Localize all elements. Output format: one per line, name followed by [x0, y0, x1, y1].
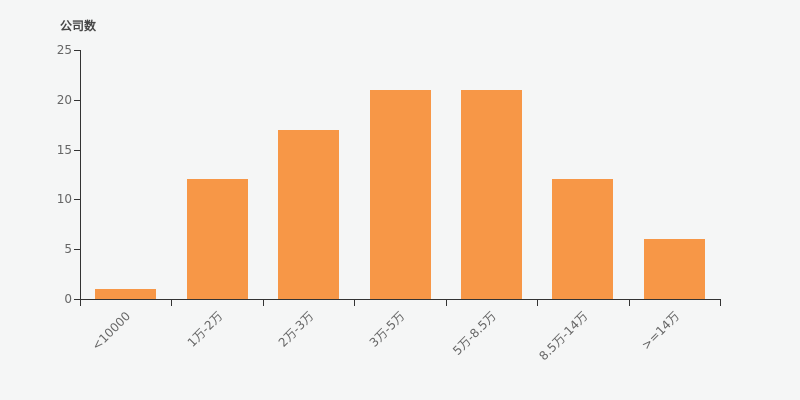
bar — [460, 89, 522, 299]
x-axis-tick — [445, 300, 447, 306]
y-axis-title: 公司数 — [60, 19, 97, 33]
bar — [278, 129, 340, 299]
y-axis-tick — [74, 249, 80, 251]
y-axis-tick — [74, 299, 80, 300]
x-axis-tick — [80, 300, 81, 306]
x-axis-label: >=14万 — [638, 309, 683, 353]
x-axis-tick — [171, 300, 173, 306]
x-axis-tick — [628, 300, 630, 306]
y-axis-tick — [74, 50, 80, 51]
y-axis-tick-label: 15 — [56, 142, 72, 157]
y-axis-tick-label: 5 — [64, 242, 72, 257]
y-axis-tick — [74, 199, 80, 201]
y-axis-tick-label: 0 — [64, 292, 72, 306]
x-axis-tick — [354, 300, 356, 306]
x-axis-tick — [537, 300, 539, 306]
bar — [95, 289, 157, 299]
x-axis-label: <10000 — [89, 309, 134, 354]
bar — [552, 179, 614, 299]
x-axis-label: 3万-5万 — [367, 309, 408, 350]
x-axis-label: 2万-3万 — [275, 309, 317, 350]
x-axis-tick — [720, 300, 721, 306]
bar — [643, 239, 705, 299]
y-axis-tick — [74, 149, 80, 151]
x-axis-tick — [262, 300, 264, 306]
y-axis-tick-label: 20 — [56, 92, 72, 107]
x-axis-label: 8.5万-14万 — [536, 309, 591, 364]
bar — [186, 179, 248, 299]
y-axis-line — [80, 50, 81, 300]
y-axis-tick-label: 25 — [56, 43, 72, 57]
y-axis-tick — [74, 99, 80, 101]
x-axis-label: 5万-8.5万 — [450, 309, 500, 358]
y-axis-tick-label: 10 — [56, 192, 72, 207]
bar — [369, 89, 431, 299]
x-axis-line — [80, 299, 721, 300]
x-axis-label: 1万-2万 — [184, 309, 226, 350]
